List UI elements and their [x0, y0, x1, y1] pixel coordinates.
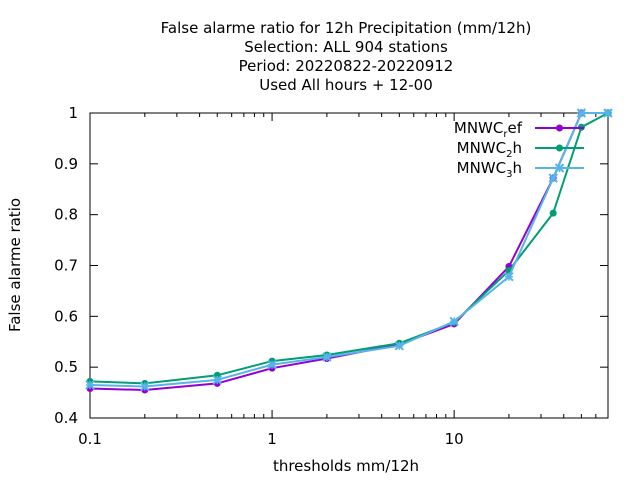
series-lines — [85, 108, 613, 394]
x-axis-label: thresholds mm/12h — [273, 457, 419, 475]
x-tick-label: 0.1 — [78, 430, 102, 448]
data-point — [140, 381, 150, 392]
series-1 — [86, 109, 612, 387]
y-tick-label: 0.5 — [54, 358, 78, 376]
title-line-1: False alarme ratio for 12h Precipitation… — [161, 19, 532, 37]
series-line-0 — [89, 112, 608, 392]
y-tick-label: 0.7 — [54, 257, 78, 275]
data-point — [449, 316, 459, 327]
y-tick-label: 0.9 — [54, 155, 78, 173]
x-tick-label: 10 — [445, 430, 464, 448]
axis-ticks — [89, 112, 609, 419]
data-point — [394, 341, 405, 351]
data-point — [603, 108, 613, 118]
legend-marker — [556, 124, 563, 132]
axis-tick-labels: 0.4 0.5 0.6 0.7 0.8 0.9 1 0.1 1 10 — [54, 104, 464, 448]
y-tick-label: 0.8 — [54, 206, 78, 224]
legend-marker — [556, 144, 563, 152]
series-2 — [85, 108, 613, 392]
data-point — [85, 380, 95, 390]
title-line-2: Selection: ALL 904 stations — [244, 38, 448, 56]
series-line-2 — [89, 112, 608, 388]
y-tick-label: 0.4 — [54, 409, 78, 427]
data-point — [576, 108, 587, 118]
data-point — [212, 375, 222, 385]
legend-label: MNWC2h — [457, 139, 522, 160]
title-line-4: Used All hours + 12-00 — [259, 76, 433, 94]
data-point — [549, 209, 557, 217]
plot-area-frame — [89, 112, 609, 419]
x-tick-label: 1 — [267, 430, 277, 448]
data-point — [322, 352, 332, 362]
data-point — [548, 173, 558, 183]
legend-label: MNWC3h — [457, 159, 522, 180]
title-line-3: Period: 20220822-20220912 — [239, 57, 454, 75]
legend-marker — [554, 163, 565, 173]
legend-label: MNWCref — [454, 119, 523, 140]
data-point — [504, 271, 514, 282]
y-axis-label: False alarme ratio — [6, 198, 24, 332]
series-line-1 — [89, 112, 609, 385]
data-point — [267, 359, 277, 370]
chart-title: False alarme ratio for 12h Precipitation… — [161, 19, 532, 94]
y-tick-label: 0.6 — [54, 307, 78, 325]
y-tick-label: 1 — [68, 104, 78, 122]
